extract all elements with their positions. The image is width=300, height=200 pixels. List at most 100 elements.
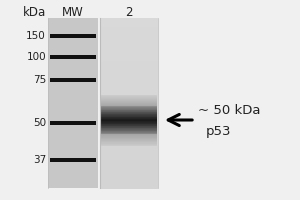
Bar <box>100 126 158 129</box>
Bar <box>100 24 158 27</box>
Bar <box>100 158 158 161</box>
Bar <box>101 130 157 132</box>
Bar <box>101 142 157 143</box>
Text: MW: MW <box>62 5 84 19</box>
Bar <box>100 154 158 157</box>
Bar <box>101 128 157 129</box>
Bar <box>100 29 158 31</box>
Bar <box>101 140 157 141</box>
Bar <box>100 156 158 159</box>
Bar <box>101 121 157 122</box>
Bar <box>101 112 157 113</box>
Bar <box>100 39 158 42</box>
Bar <box>101 139 157 140</box>
Bar <box>101 105 157 106</box>
Bar <box>101 110 157 111</box>
Bar <box>50 121 96 125</box>
Bar <box>100 88 158 91</box>
Bar <box>101 104 157 105</box>
Bar <box>100 162 158 165</box>
Bar <box>101 100 157 101</box>
Text: p53: p53 <box>206 126 232 138</box>
Bar <box>100 143 158 146</box>
Bar <box>101 135 157 136</box>
Bar <box>100 129 158 131</box>
Bar <box>101 100 157 101</box>
Bar <box>101 118 157 119</box>
Bar <box>101 108 157 109</box>
Bar <box>101 102 157 103</box>
Bar <box>101 144 157 145</box>
Bar <box>100 177 158 180</box>
Bar <box>100 80 158 82</box>
Bar <box>101 137 157 138</box>
Bar <box>101 142 157 143</box>
Text: 2: 2 <box>125 5 133 19</box>
Bar <box>101 141 157 142</box>
Bar <box>100 48 158 50</box>
Bar <box>100 184 158 186</box>
Bar <box>101 101 157 102</box>
Bar <box>50 55 96 59</box>
Bar <box>100 186 158 188</box>
Bar <box>100 165 158 167</box>
Bar <box>101 97 157 98</box>
Bar <box>101 102 157 103</box>
Bar <box>101 119 157 120</box>
Bar <box>100 122 158 125</box>
Bar <box>101 99 157 100</box>
Bar <box>100 167 158 169</box>
Text: 50: 50 <box>33 118 46 128</box>
Bar <box>100 135 158 138</box>
Bar <box>100 46 158 48</box>
Bar <box>101 133 157 134</box>
Bar <box>101 129 157 130</box>
Bar <box>100 131 158 133</box>
Bar <box>100 35 158 38</box>
Bar <box>100 31 158 33</box>
Bar <box>101 95 157 96</box>
Bar <box>101 145 157 146</box>
Bar <box>101 99 157 100</box>
Bar <box>101 97 157 98</box>
Bar <box>101 117 157 118</box>
Bar <box>100 137 158 140</box>
Bar <box>100 148 158 150</box>
Bar <box>101 107 157 108</box>
Text: ~ 50 kDa: ~ 50 kDa <box>198 104 260 116</box>
Bar <box>100 18 158 21</box>
Bar <box>101 115 157 116</box>
Bar <box>100 60 158 63</box>
Bar <box>100 95 158 97</box>
Bar <box>100 41 158 44</box>
Bar <box>100 71 158 74</box>
Bar <box>101 119 157 120</box>
Bar <box>101 135 157 136</box>
Bar <box>101 96 157 97</box>
Bar <box>100 20 158 23</box>
Bar <box>100 116 158 118</box>
Bar <box>100 52 158 55</box>
Bar <box>101 112 157 113</box>
Bar <box>101 114 157 115</box>
Bar <box>100 58 158 61</box>
Bar <box>100 90 158 93</box>
Text: kDa: kDa <box>23 5 46 19</box>
Bar <box>100 124 158 127</box>
Bar <box>48 18 98 188</box>
Bar <box>100 65 158 67</box>
Bar <box>100 180 158 182</box>
Bar <box>100 175 158 178</box>
Bar <box>100 105 158 108</box>
Bar <box>101 106 157 107</box>
Bar <box>100 114 158 116</box>
Bar <box>100 141 158 144</box>
Bar <box>101 98 157 99</box>
Bar <box>100 112 158 114</box>
Bar <box>100 101 158 104</box>
Text: 37: 37 <box>33 155 46 165</box>
Bar <box>100 99 158 101</box>
Text: 100: 100 <box>26 52 46 62</box>
Bar <box>101 103 157 104</box>
Bar <box>100 171 158 174</box>
